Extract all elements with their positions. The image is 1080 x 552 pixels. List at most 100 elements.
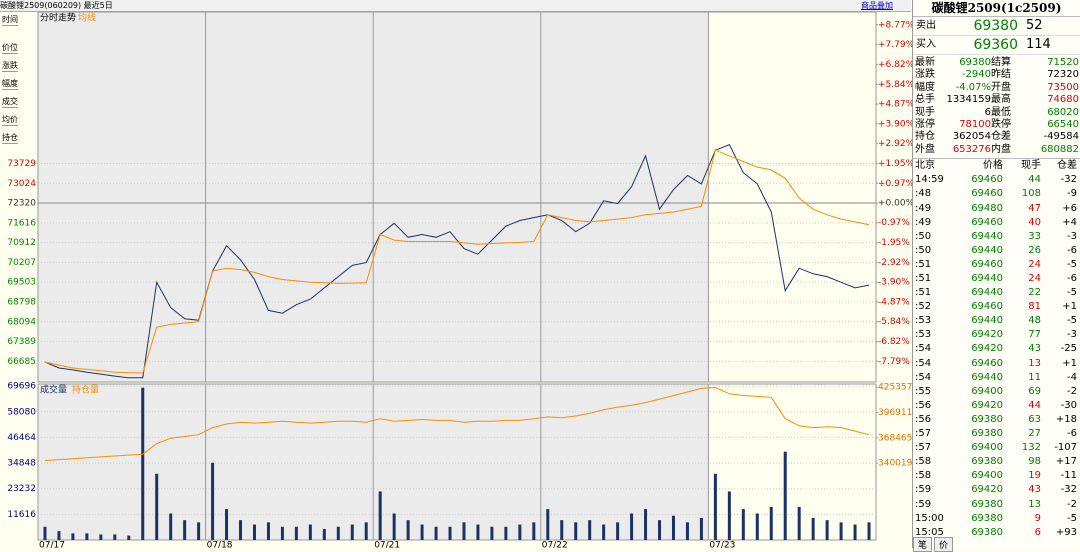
volume-bar	[839, 522, 843, 540]
trade-time: :49	[915, 216, 932, 228]
trade-vol: 44	[1028, 399, 1041, 411]
trade-row: :59 69420 43 -32	[913, 483, 1080, 497]
trade-time: :54	[915, 343, 932, 355]
trade-time: :53	[915, 329, 932, 341]
tab[interactable]: 笔	[913, 537, 933, 552]
volume-bar	[630, 513, 634, 540]
y2-tick-label: +0.97%	[878, 179, 912, 189]
volume-bar	[602, 524, 606, 540]
trade-vol: 43	[1028, 484, 1041, 496]
trade-price: 69460	[971, 301, 1003, 313]
side-label: 成交	[2, 97, 18, 108]
trade-diff: -2	[1067, 385, 1077, 397]
legend-item: 均线	[78, 12, 96, 24]
volume-bar	[699, 517, 703, 540]
trade-time: :56	[915, 399, 932, 411]
overlay-button[interactable]: 商品叠加	[861, 1, 893, 10]
trade-vol: 22	[1028, 287, 1041, 299]
trade-row: :58 69380 98 +17	[913, 455, 1080, 469]
volume-bar	[392, 513, 396, 540]
trade-vol: 24	[1028, 273, 1041, 284]
book-price: 69360	[973, 37, 1018, 53]
trade-row: :56 69420 44 -30	[913, 399, 1080, 413]
y2-tick-label: -6.82%	[878, 337, 910, 347]
header-cell: 仓差	[1057, 160, 1077, 172]
trade-diff: +93	[1055, 526, 1077, 538]
series-line	[44, 386, 870, 461]
volume-bar	[308, 524, 312, 540]
book-label: 买入	[916, 39, 936, 50]
trade-diff: -5	[1067, 315, 1077, 327]
y-tick-label: 69503	[7, 278, 36, 288]
trade-time: :57	[915, 428, 932, 440]
trade-time: :55	[915, 385, 932, 397]
legend-item: 成交量	[40, 384, 67, 396]
trade-row: 15:00 69380 9 -5	[913, 512, 1080, 526]
side-label: 涨跌	[2, 61, 18, 72]
volume-bar	[546, 509, 550, 540]
tab[interactable]: 价	[934, 537, 954, 552]
trade-vol: 13	[1028, 357, 1041, 369]
quote-label: 最高	[991, 94, 1011, 106]
trade-price: 69460	[971, 258, 1003, 270]
trade-time: 14:59	[915, 174, 944, 186]
trade-vol: 69	[1028, 385, 1041, 397]
volume-bar	[853, 524, 857, 540]
y2-tick-label: 425357	[878, 383, 912, 393]
header-cell: 价格	[983, 160, 1003, 172]
volume-bar	[420, 524, 424, 540]
trade-row: :50 69440 26 -6	[913, 244, 1080, 258]
trade-price: 69480	[971, 202, 1003, 214]
volume-bar	[685, 522, 689, 540]
trade-price: 69440	[971, 287, 1003, 299]
book-row: 买入 69360 114	[913, 36, 1080, 55]
quote-value: 1334159	[946, 94, 991, 106]
trade-price: 69400	[971, 470, 1003, 482]
y2-tick-label: 368465	[878, 433, 912, 443]
y2-tick-label: +0.00%	[878, 198, 912, 208]
quote-value: 680882	[1040, 143, 1079, 155]
y-tick-label: 72320	[7, 199, 36, 209]
trade-time: :59	[915, 498, 932, 510]
trade-row: :50 69440 33 -3	[913, 230, 1080, 244]
quote-label: 内盘	[991, 143, 1011, 155]
volume-bar	[197, 522, 201, 540]
trade-time: :54	[915, 357, 932, 369]
y2-tick-label: 396911	[878, 408, 912, 418]
trade-diff: -9	[1067, 188, 1077, 200]
y2-tick-label: -7.79%	[878, 357, 910, 367]
trade-time: :59	[915, 484, 932, 496]
side-label: 均价	[2, 115, 18, 126]
trade-diff: +18	[1055, 413, 1077, 425]
trade-diff: -6	[1067, 244, 1077, 256]
book-label: 卖出	[916, 20, 936, 31]
y-tick-label: 67389	[7, 337, 36, 347]
trade-vol: 77	[1028, 329, 1041, 341]
trade-vol: 40	[1028, 216, 1041, 228]
trade-time: :54	[915, 371, 932, 383]
trade-row: :59 69380 13 -2	[913, 498, 1080, 512]
trade-time: 15:05	[915, 526, 944, 538]
trade-vol: 108	[1021, 188, 1041, 200]
volume-bar	[71, 533, 75, 540]
legend-item: 持仓量	[72, 384, 99, 396]
volume-bar	[462, 522, 466, 540]
trade-time: :51	[915, 273, 932, 284]
trade-diff: +1	[1062, 301, 1077, 313]
header-cell: 北京	[915, 160, 935, 172]
trade-time: :58	[915, 470, 932, 482]
quote-label: 涨停	[915, 119, 935, 131]
y2-tick-label: -0.97%	[878, 218, 910, 228]
trade-vol: 81	[1028, 301, 1041, 313]
quote-value: -4.07%	[955, 81, 991, 93]
trade-price: 69460	[971, 216, 1003, 228]
volume-bar	[867, 522, 871, 540]
trade-diff: -30	[1060, 399, 1077, 411]
trade-row: :49 69480 47 +6	[913, 202, 1080, 216]
x-tick-label: 07/21	[374, 541, 400, 549]
side-label: 时间	[2, 15, 18, 26]
quote-label: 最低	[991, 106, 1011, 118]
volume-bar	[406, 520, 410, 540]
trade-vol: 33	[1028, 230, 1041, 242]
panel-title: 碳酸锂2509(1c2509)	[913, 0, 1080, 17]
